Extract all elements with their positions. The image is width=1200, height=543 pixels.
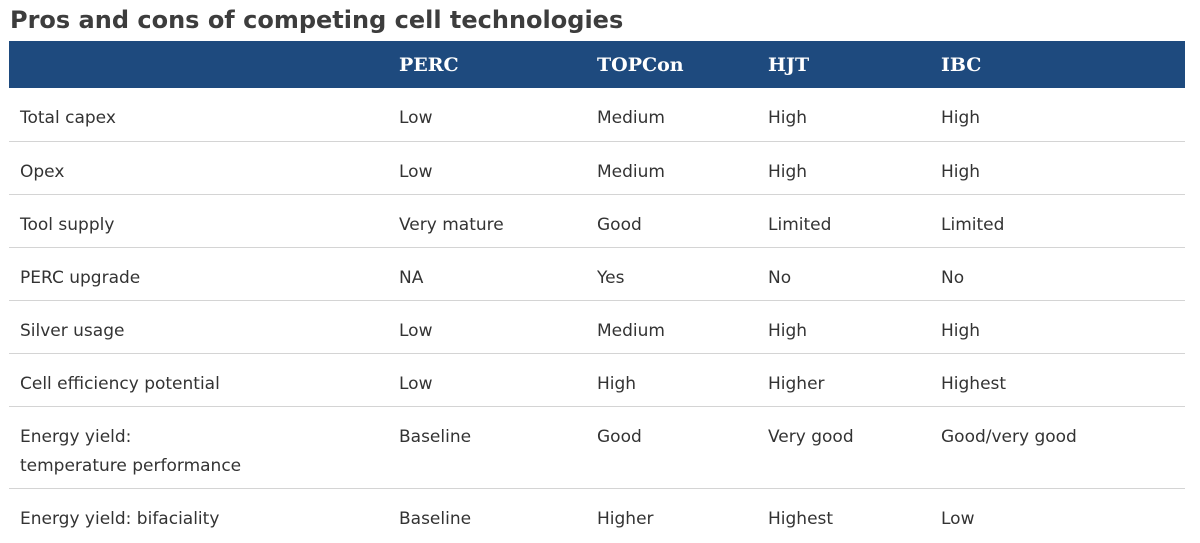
cell-hjt: Very good bbox=[757, 406, 930, 489]
row-label-line: Energy yield: bifaciality bbox=[20, 508, 220, 529]
row-label: PERC upgrade bbox=[9, 247, 388, 301]
cell-topcon: Medium bbox=[586, 141, 757, 195]
cell-hjt: Highest bbox=[768, 508, 834, 529]
header-cell-topcon: TOPCon bbox=[586, 41, 757, 88]
header-row: PERC TOPCon HJT IBC bbox=[9, 41, 1185, 88]
cell-perc: Very mature bbox=[388, 194, 586, 248]
table-row: Energy yield: bifaciality Baseline Highe… bbox=[9, 488, 1185, 541]
cell-ibc: Good/very good bbox=[930, 406, 1185, 489]
cell-ibc: High bbox=[930, 300, 1185, 354]
row-label: Tool supply bbox=[9, 194, 388, 248]
cell-perc: Baseline bbox=[399, 508, 472, 529]
row-label-line: Cell efficiency potential bbox=[20, 373, 220, 394]
row-label: Total capex bbox=[9, 88, 388, 142]
table-row: Cell efficiency potential Low High Highe… bbox=[9, 353, 1185, 407]
row-label-line: Opex bbox=[20, 161, 65, 182]
row-label-line: temperature performance bbox=[20, 455, 242, 476]
cell-topcon: Good bbox=[586, 194, 757, 248]
header-cell-ibc: IBC bbox=[930, 41, 1185, 88]
cell-hjt: No bbox=[757, 247, 930, 301]
cell-ibc: Low bbox=[941, 508, 975, 529]
row-label: Opex bbox=[9, 141, 388, 195]
cell-perc: Low bbox=[388, 141, 586, 195]
table-row: Opex Low Medium High High bbox=[9, 141, 1185, 195]
cell-perc: NA bbox=[388, 247, 586, 301]
cell-topcon: Higher bbox=[597, 508, 654, 529]
page-title: Pros and cons of competing cell technolo… bbox=[10, 6, 624, 34]
row-label: Energy yield: bifaciality bbox=[9, 488, 388, 541]
comparison-table: PERC TOPCon HJT IBC Total capex Low Medi… bbox=[9, 41, 1185, 541]
cell-topcon: High bbox=[586, 353, 757, 407]
row-label-line: Silver usage bbox=[20, 320, 125, 341]
cell-ibc: Highest bbox=[930, 353, 1185, 407]
header-cell-perc: PERC bbox=[388, 41, 586, 88]
cell-perc: Low bbox=[388, 88, 586, 142]
table-row: Tool supply Very mature Good Limited Lim… bbox=[9, 194, 1185, 248]
cell-perc: Low bbox=[388, 300, 586, 354]
cell-hjt: High bbox=[757, 141, 930, 195]
cell-perc: Baseline bbox=[388, 406, 586, 489]
table-row: Total capex Low Medium High High bbox=[9, 88, 1185, 142]
cell-hjt: High bbox=[757, 88, 930, 142]
row-label: Energy yield: temperature performance bbox=[9, 406, 388, 489]
row-label: Cell efficiency potential bbox=[9, 353, 388, 407]
table-row: Energy yield: temperature performance Ba… bbox=[9, 406, 1185, 489]
cell-hjt: High bbox=[757, 300, 930, 354]
cell-hjt: Higher bbox=[757, 353, 930, 407]
cell-perc: Low bbox=[388, 353, 586, 407]
cell-ibc: High bbox=[930, 88, 1185, 142]
row-label: Silver usage bbox=[9, 300, 388, 354]
table-row: PERC upgrade NA Yes No No bbox=[9, 247, 1185, 301]
header-cell-hjt: HJT bbox=[757, 41, 930, 88]
cell-topcon: Medium bbox=[586, 300, 757, 354]
row-label-line: Energy yield: bbox=[20, 426, 132, 447]
table-row: Silver usage Low Medium High High bbox=[9, 300, 1185, 354]
row-label-line: Total capex bbox=[20, 108, 116, 128]
row-label-line: Tool supply bbox=[20, 214, 115, 235]
cell-topcon: Yes bbox=[586, 247, 757, 301]
cell-topcon: Good bbox=[586, 406, 757, 489]
header-cell-label bbox=[9, 41, 388, 88]
row-label-line: PERC upgrade bbox=[20, 267, 141, 288]
cell-ibc: No bbox=[930, 247, 1185, 301]
cell-ibc: Limited bbox=[930, 194, 1185, 248]
cell-ibc: High bbox=[930, 141, 1185, 195]
cell-topcon: Medium bbox=[586, 88, 757, 142]
cell-hjt: Limited bbox=[757, 194, 930, 248]
